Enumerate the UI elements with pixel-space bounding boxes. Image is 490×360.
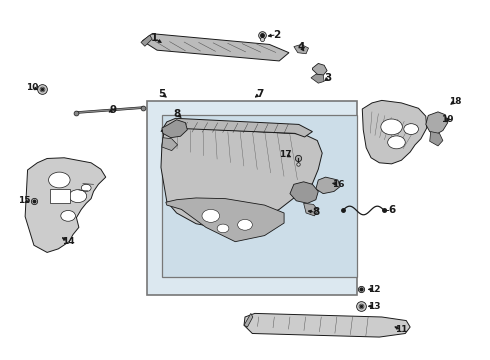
Text: 11: 11 <box>395 325 408 334</box>
Text: 9: 9 <box>109 105 117 115</box>
Polygon shape <box>313 63 327 75</box>
Text: 13: 13 <box>368 302 381 311</box>
Polygon shape <box>166 198 284 242</box>
Text: 19: 19 <box>441 115 454 124</box>
Text: 18: 18 <box>449 96 462 105</box>
Polygon shape <box>161 118 313 137</box>
Circle shape <box>388 136 405 149</box>
Text: 4: 4 <box>297 42 305 52</box>
FancyBboxPatch shape <box>162 116 357 277</box>
Polygon shape <box>362 100 427 164</box>
Polygon shape <box>430 132 443 146</box>
Text: 12: 12 <box>368 285 381 294</box>
FancyBboxPatch shape <box>147 101 357 295</box>
Text: 3: 3 <box>324 73 332 83</box>
Circle shape <box>202 210 220 222</box>
Circle shape <box>69 190 87 203</box>
Circle shape <box>81 184 91 192</box>
Text: 16: 16 <box>332 180 344 189</box>
Polygon shape <box>294 44 309 54</box>
Polygon shape <box>311 74 324 83</box>
Text: 8: 8 <box>312 207 319 217</box>
Polygon shape <box>244 314 253 327</box>
Polygon shape <box>304 203 318 216</box>
Circle shape <box>404 124 418 134</box>
Polygon shape <box>161 127 322 231</box>
Circle shape <box>381 119 402 135</box>
Text: 10: 10 <box>26 83 39 92</box>
Polygon shape <box>316 177 340 194</box>
Text: 1: 1 <box>151 33 158 43</box>
Text: 7: 7 <box>256 89 263 99</box>
Text: 6: 6 <box>388 206 395 216</box>
Text: 8: 8 <box>173 109 180 119</box>
Circle shape <box>238 220 252 230</box>
Polygon shape <box>141 35 152 46</box>
Text: 2: 2 <box>273 30 280 40</box>
Text: 15: 15 <box>18 196 30 205</box>
Polygon shape <box>162 138 177 150</box>
Polygon shape <box>25 158 106 252</box>
Text: 5: 5 <box>158 89 166 99</box>
Polygon shape <box>244 314 410 337</box>
Polygon shape <box>162 120 187 138</box>
Circle shape <box>217 224 229 233</box>
Polygon shape <box>143 34 289 61</box>
FancyBboxPatch shape <box>49 189 70 203</box>
Text: 17: 17 <box>279 150 292 159</box>
Polygon shape <box>426 112 448 134</box>
Polygon shape <box>290 182 318 203</box>
Circle shape <box>61 211 75 221</box>
Circle shape <box>49 172 70 188</box>
Text: 14: 14 <box>62 237 74 246</box>
